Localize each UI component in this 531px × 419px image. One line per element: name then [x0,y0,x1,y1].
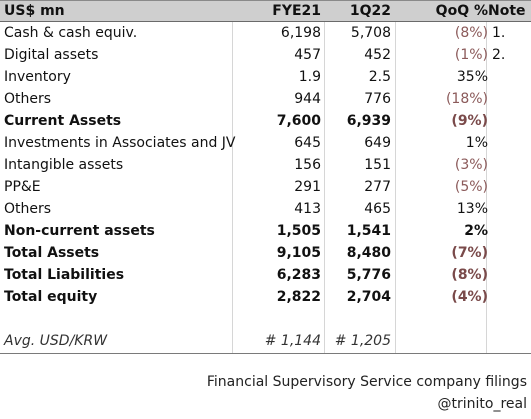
qoq-value: 35% [456,69,488,85]
1q22-value: 5,708 [350,25,391,41]
fye21-value: 156 [294,157,321,173]
note-value: 2. [492,47,506,63]
fye21-value: 944 [294,91,321,107]
fye21-value: 6,283 [276,267,321,283]
fx-label: Avg. USD/KRW [4,333,108,349]
row-label: Digital assets [4,47,99,63]
qoq-value: 1% [465,135,488,151]
note-value: 1. [492,25,506,41]
table-bottom-border [0,353,531,354]
fye21-value: 645 [294,135,321,151]
qoq-value: 2% [464,223,488,239]
1q22-value: 2,704 [346,289,391,305]
1q22-value: 2.5 [368,69,391,85]
row-label: Investments in Associates and JV [4,135,236,151]
table-header: US$ mn FYE21 1Q22 QoQ % Note [0,0,531,22]
table-row: Intangible assets 156 151 (3%) [0,154,531,176]
1q22-value: 465 [364,201,391,217]
fx-fye21: # 1,144 [264,333,321,349]
row-label: Inventory [4,69,71,85]
gridline [232,0,233,354]
header-1q22: 1Q22 [349,3,391,19]
fye21-value: 1.9 [298,69,321,85]
table-row-subtotal: Non-current assets 1,505 1,541 2% [0,220,531,242]
author-handle: @trinito_real [437,396,527,412]
1q22-value: 6,939 [346,113,391,129]
gridline [324,0,325,354]
1q22-value: 452 [364,47,391,63]
qoq-value: (1%) [454,47,488,63]
table-row: Digital assets 457 452 (1%) 2. [0,44,531,66]
row-label: Total equity [4,289,98,305]
table-row-subtotal: Current Assets 7,600 6,939 (9%) [0,110,531,132]
row-label: Total Liabilities [4,267,125,283]
table-row: Cash & cash equiv. 6,198 5,708 (8%) 1. [0,22,531,44]
1q22-value: 277 [364,179,391,195]
table-row: Others 944 776 (18%) [0,88,531,110]
header-fye21: FYE21 [272,3,321,19]
fx-rate-row: Avg. USD/KRW # 1,144 # 1,205 [0,330,531,352]
qoq-value: (8%) [451,267,488,283]
qoq-value: (9%) [451,113,488,129]
fye21-value: 7,600 [276,113,321,129]
row-label: Current Assets [4,113,122,129]
table-row-total: Total equity 2,822 2,704 (4%) [0,286,531,308]
1q22-value: 1,541 [346,223,391,239]
qoq-value: (3%) [454,157,488,173]
qoq-value: (5%) [454,179,488,195]
row-label: PP&E [4,179,41,195]
qoq-value: (8%) [454,25,488,41]
qoq-value: (7%) [451,245,488,261]
fye21-value: 413 [294,201,321,217]
table-row-total: Total Assets 9,105 8,480 (7%) [0,242,531,264]
row-label: Intangible assets [4,157,124,173]
balance-sheet-table: US$ mn FYE21 1Q22 QoQ % Note Cash & cash… [0,0,531,354]
row-label: Cash & cash equiv. [4,25,138,41]
1q22-value: 649 [364,135,391,151]
gridline [395,0,396,354]
fye21-value: 1,505 [276,223,321,239]
fye21-value: 9,105 [276,245,321,261]
header-label: US$ mn [4,3,65,19]
fye21-value: 6,198 [280,25,321,41]
gridline [486,0,487,354]
fye21-value: 2,822 [276,289,321,305]
1q22-value: 776 [364,91,391,107]
table-row: Others 413 465 13% [0,198,531,220]
header-qoq: QoQ % [435,3,488,19]
table-row: Inventory 1.9 2.5 35% [0,66,531,88]
1q22-value: 5,776 [346,267,391,283]
table-row: Investments in Associates and JV 645 649… [0,132,531,154]
qoq-value: (18%) [445,91,488,107]
source-note: Financial Supervisory Service company fi… [206,374,527,390]
qoq-value: (4%) [451,289,488,305]
fye21-value: 291 [294,179,321,195]
row-label: Non-current assets [4,223,155,239]
table-row-total: Total Liabilities 6,283 5,776 (8%) [0,264,531,286]
1q22-value: 151 [364,157,391,173]
1q22-value: 8,480 [346,245,391,261]
row-label: Others [4,91,52,107]
qoq-value: 13% [456,201,488,217]
row-label: Total Assets [4,245,100,261]
table-row: PP&E 291 277 (5%) [0,176,531,198]
fye21-value: 457 [294,47,321,63]
header-note: Note [488,3,526,19]
row-label: Others [4,201,52,217]
fx-1q22: # 1,205 [334,333,391,349]
